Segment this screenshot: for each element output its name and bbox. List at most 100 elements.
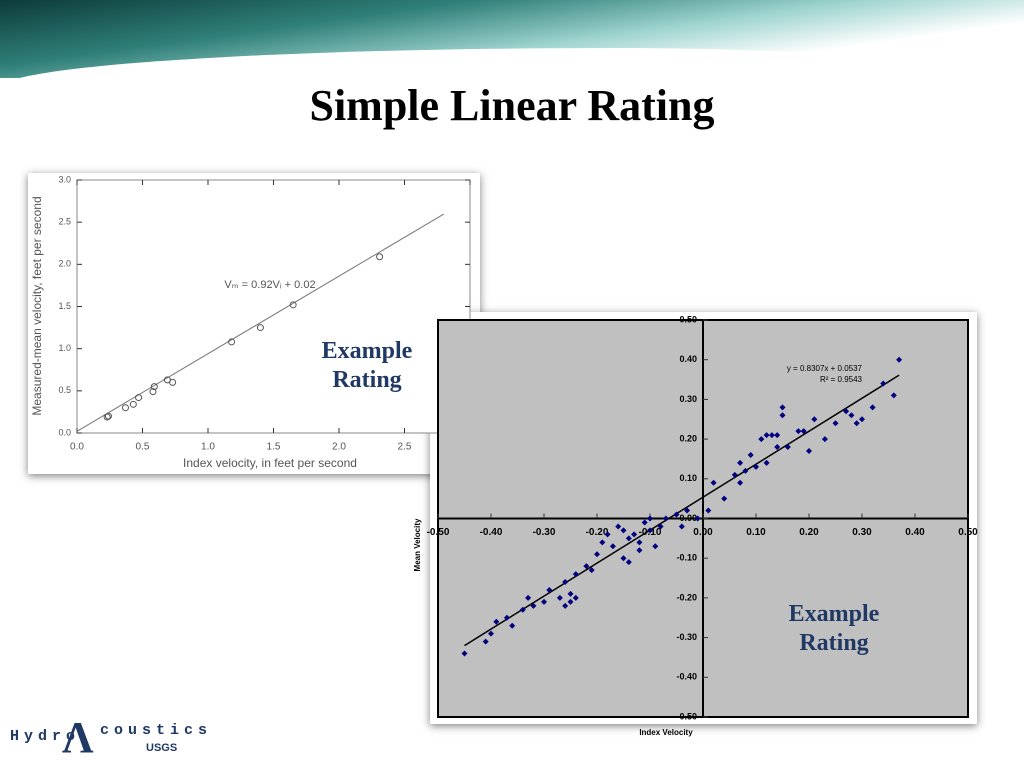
point xyxy=(289,301,297,309)
point xyxy=(869,404,876,411)
point xyxy=(821,436,828,443)
point xyxy=(615,523,622,530)
y-axis-title: Mean Velocity xyxy=(413,518,422,571)
point xyxy=(588,567,595,574)
point xyxy=(890,392,897,399)
point xyxy=(641,519,648,526)
point xyxy=(673,511,680,518)
point xyxy=(848,412,855,419)
point xyxy=(647,527,653,534)
point xyxy=(779,404,786,411)
point xyxy=(832,420,839,427)
y-tick-label: -0.30 xyxy=(676,632,697,642)
point xyxy=(256,324,264,332)
logo-text: coustics xyxy=(100,722,213,739)
y-tick-label: 0.5 xyxy=(58,385,71,395)
trend-line xyxy=(76,213,445,432)
x-tick-label: 0.10 xyxy=(746,527,766,538)
point xyxy=(599,539,606,546)
point xyxy=(763,432,770,439)
point xyxy=(753,463,759,470)
point xyxy=(779,412,786,419)
x-tick-label: 1.0 xyxy=(201,442,215,453)
y-tick-label: 0.40 xyxy=(679,354,697,364)
x-axis-title: Index Velocity xyxy=(639,728,693,737)
banner xyxy=(0,0,1024,88)
point xyxy=(609,543,616,550)
y-tick-label: -0.10 xyxy=(676,553,697,563)
point xyxy=(774,444,781,451)
point xyxy=(636,547,643,554)
trend-line xyxy=(464,374,900,647)
point xyxy=(572,571,579,578)
point xyxy=(150,383,158,391)
point xyxy=(594,551,600,558)
point xyxy=(546,586,553,593)
x-tick-label: 2.0 xyxy=(332,442,346,453)
point xyxy=(705,507,712,514)
point xyxy=(694,515,701,522)
x-tick-label: 0.50 xyxy=(958,527,978,538)
point xyxy=(509,622,516,629)
point xyxy=(121,404,129,412)
point xyxy=(737,479,744,486)
chart-label: Example Rating xyxy=(321,338,413,393)
y-tick-label: 0.10 xyxy=(679,473,697,483)
point xyxy=(493,618,500,625)
point xyxy=(625,559,632,566)
point xyxy=(583,563,590,570)
point xyxy=(488,630,494,637)
annotation: Vₘ = 0.92Vᵢ + 0.02 xyxy=(224,279,315,291)
y-tick-label: 0.00 xyxy=(679,513,697,523)
x-tick-label: -0.50 xyxy=(427,527,450,538)
y-tick-label: 1.0 xyxy=(58,343,71,353)
point xyxy=(742,467,749,474)
point xyxy=(747,451,754,458)
point xyxy=(710,479,717,486)
point xyxy=(567,598,574,605)
y-tick-label: 1.5 xyxy=(58,301,71,311)
point xyxy=(572,594,579,601)
logo-agency: USGS xyxy=(146,742,178,754)
y-tick-label: 0.30 xyxy=(679,394,697,404)
x-tick-label: 0.00 xyxy=(693,527,713,538)
x-tick-label: 0.30 xyxy=(852,527,872,538)
y-tick-label: -0.20 xyxy=(676,592,697,602)
point xyxy=(482,638,489,645)
point xyxy=(530,602,537,609)
point xyxy=(525,594,532,601)
point xyxy=(620,555,627,562)
x-tick-label: -0.40 xyxy=(480,527,503,538)
point xyxy=(562,579,569,586)
x-tick-label: 2.5 xyxy=(398,442,412,453)
x-tick-label: 0.20 xyxy=(799,527,819,538)
point xyxy=(758,436,765,443)
x-axis-title: Index velocity, in feet per second xyxy=(183,456,357,470)
point xyxy=(103,413,111,421)
point xyxy=(784,444,791,451)
point xyxy=(169,378,177,386)
point xyxy=(376,253,384,261)
point xyxy=(149,388,157,396)
x-tick-label: 0.5 xyxy=(136,442,150,453)
point xyxy=(843,408,850,415)
x-tick-label: -0.30 xyxy=(533,527,556,538)
point xyxy=(678,523,685,530)
point xyxy=(562,602,569,609)
point xyxy=(620,527,627,534)
point xyxy=(853,420,860,427)
point xyxy=(461,650,468,657)
point xyxy=(567,590,574,597)
point xyxy=(896,356,903,363)
y-tick-label: 3.0 xyxy=(58,174,71,184)
annotation: y = 0.8307x + 0.0537 xyxy=(787,364,863,373)
point xyxy=(768,432,775,439)
point xyxy=(503,614,510,621)
point xyxy=(519,606,526,613)
point xyxy=(806,448,812,455)
point xyxy=(631,531,638,538)
y-tick-label: 0.0 xyxy=(58,427,71,437)
y-tick-label: -0.50 xyxy=(676,711,697,721)
